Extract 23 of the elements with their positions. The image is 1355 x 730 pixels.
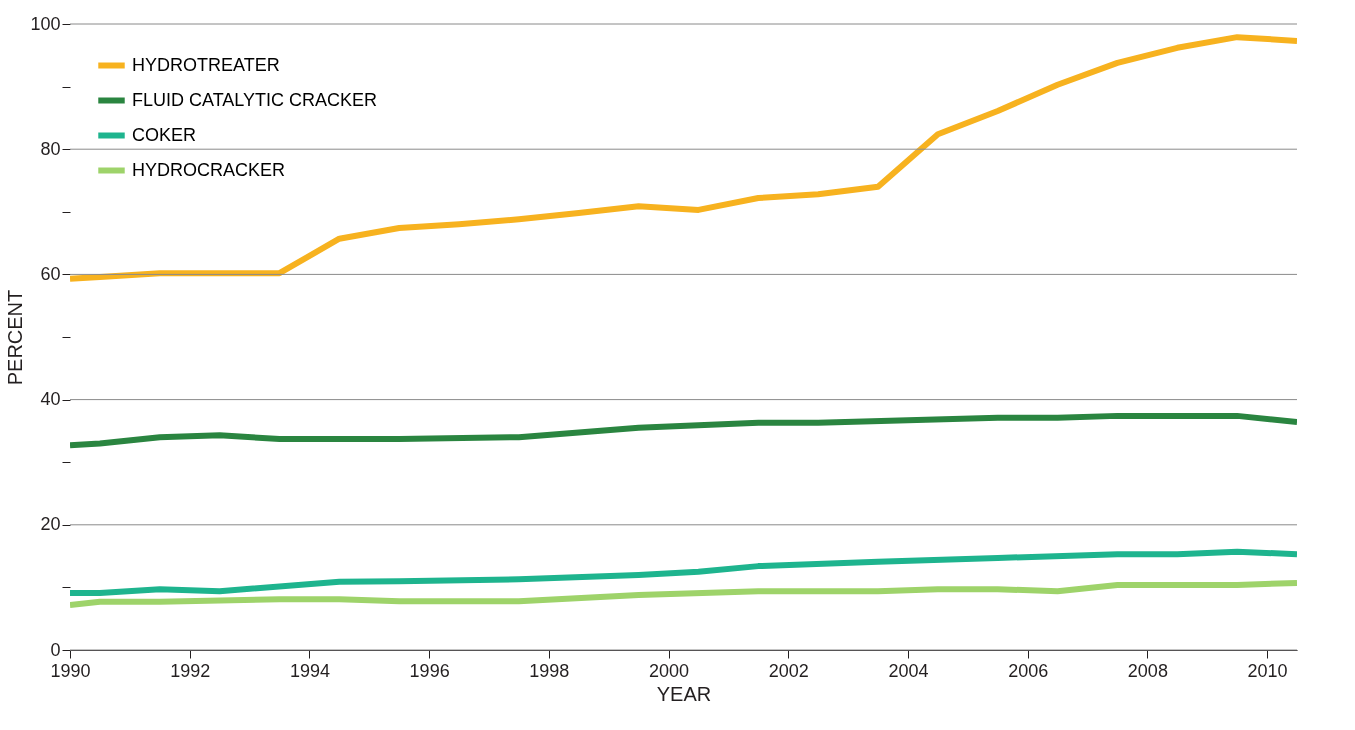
y-tick-label: 60 [40, 263, 61, 284]
x-tick-label: 1996 [409, 660, 450, 681]
y-tick-label: 100 [30, 13, 61, 34]
x-tick-label: 2004 [888, 660, 929, 681]
legend-label: FLUID CATALYTIC CRACKER [132, 89, 378, 110]
legend-label: COKER [132, 124, 197, 145]
x-axis-title: YEAR [656, 682, 712, 705]
x-tick-label: 2002 [768, 660, 809, 681]
y-tick-label: 20 [40, 514, 61, 535]
y-tick-label: 40 [40, 389, 61, 410]
x-tick-label: 2010 [1247, 660, 1288, 681]
x-tick-label: 1998 [529, 660, 570, 681]
x-tick-label: 1992 [170, 660, 211, 681]
x-tick-label: 2000 [649, 660, 690, 681]
x-tick-label: 2006 [1008, 660, 1049, 681]
legend-label: HYDROCRACKER [132, 159, 286, 180]
x-tick-label: 2008 [1127, 660, 1168, 681]
y-tick-label: 0 [50, 639, 61, 660]
x-tick-label: 1990 [50, 660, 91, 681]
legend-label: HYDROTREATER [132, 54, 280, 75]
y-tick-label: 80 [40, 138, 61, 159]
y-axis-title: PERCENT [4, 289, 27, 386]
x-tick-label: 1994 [289, 660, 330, 681]
